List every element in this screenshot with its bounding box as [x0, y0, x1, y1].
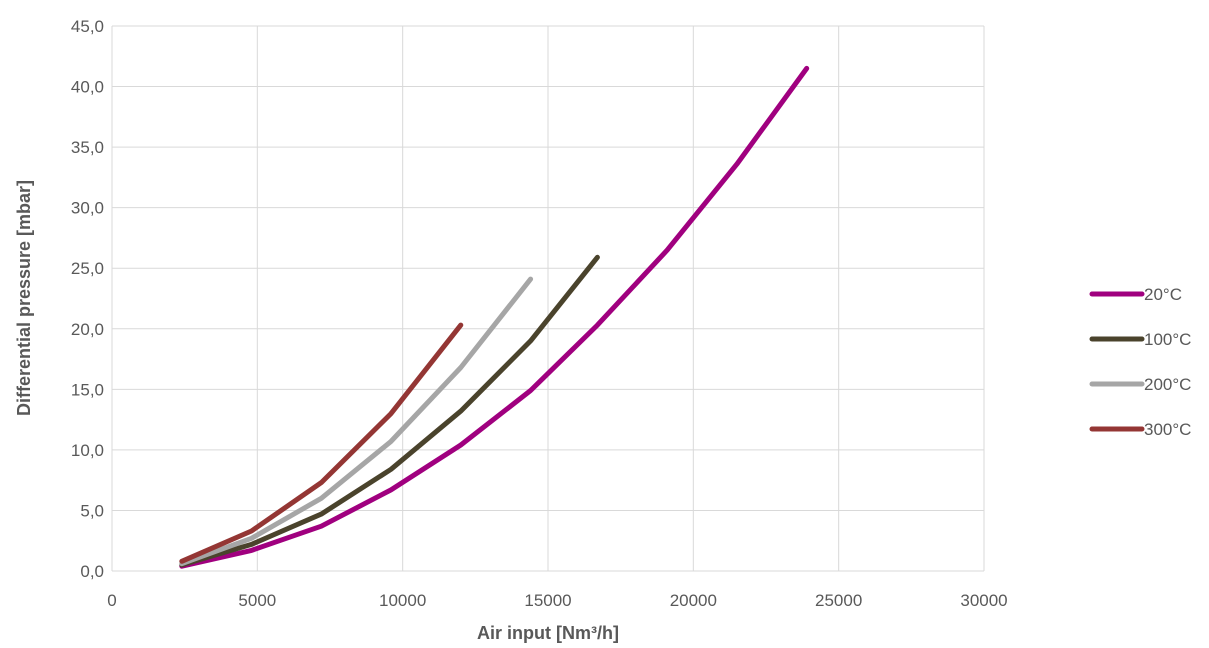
y-tick-label: 20,0: [71, 320, 104, 339]
x-tick-label: 30000: [960, 591, 1007, 610]
y-tick-label: 25,0: [71, 259, 104, 278]
x-tick-label: 5000: [238, 591, 276, 610]
legend-label: 200°C: [1144, 375, 1191, 394]
y-tick-label: 45,0: [71, 17, 104, 36]
y-tick-label: 35,0: [71, 138, 104, 157]
series-line-100CC: [179, 254, 600, 568]
series-line-300CC: [179, 322, 464, 564]
x-tick-label: 0: [107, 591, 116, 610]
legend-label: 300°C: [1144, 420, 1191, 439]
legend-label: 100°C: [1144, 330, 1191, 349]
x-axis-title: Air input [Nm³/h]: [477, 623, 619, 643]
x-tick-label: 10000: [379, 591, 426, 610]
y-tick-label: 15,0: [71, 380, 104, 399]
series-line-20CC: [179, 65, 810, 569]
grid-lines: [111, 25, 985, 572]
y-tick-label: 5,0: [80, 501, 104, 520]
y-axis-title: Differential pressure [mbar]: [14, 180, 34, 416]
x-tick-label: 20000: [670, 591, 717, 610]
x-tick-label: 15000: [524, 591, 571, 610]
y-tick-label: 40,0: [71, 78, 104, 97]
data-series: [179, 65, 810, 569]
y-tick-label: 0,0: [80, 562, 104, 581]
series-line-200CC: [179, 276, 534, 567]
legend: 20°C 100°C 200°C 300°C: [1089, 285, 1191, 439]
legend-label: 20°C: [1144, 285, 1182, 304]
x-tick-label: 25000: [815, 591, 862, 610]
y-tick-label: 30,0: [71, 199, 104, 218]
y-tick-label: 10,0: [71, 441, 104, 460]
axes: 0,0 5,0 10,0 15,0 20,0 25,0 30,0 35,0 40,0 45,0 0 5…: [71, 17, 1008, 610]
